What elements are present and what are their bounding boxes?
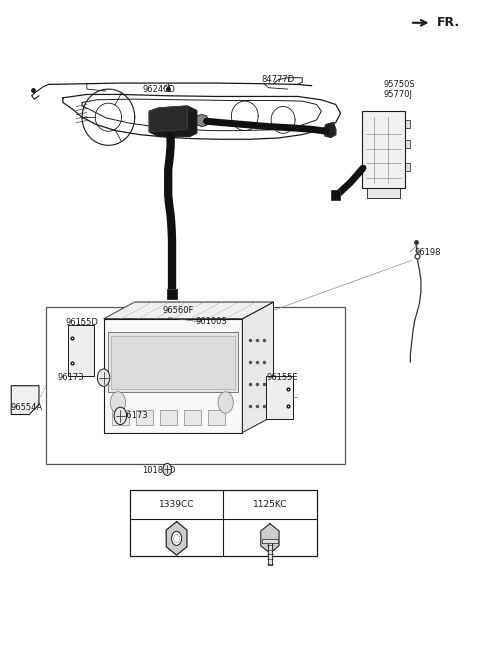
Bar xyxy=(362,111,405,188)
Bar xyxy=(405,164,410,172)
Bar xyxy=(136,410,153,425)
Polygon shape xyxy=(324,123,336,138)
Bar xyxy=(184,410,201,425)
Bar xyxy=(405,120,410,128)
Bar xyxy=(262,539,277,543)
Bar xyxy=(111,336,235,389)
Bar xyxy=(104,319,242,433)
Text: 96240D: 96240D xyxy=(142,85,175,94)
Text: 1018AD: 1018AD xyxy=(142,466,175,475)
Polygon shape xyxy=(11,386,39,415)
Text: FR.: FR. xyxy=(437,16,460,30)
Bar xyxy=(160,410,177,425)
Text: 1125KC: 1125KC xyxy=(252,500,287,509)
Circle shape xyxy=(110,392,126,413)
Text: 95770J: 95770J xyxy=(384,90,413,99)
Polygon shape xyxy=(261,523,279,553)
Polygon shape xyxy=(149,106,197,137)
Polygon shape xyxy=(196,115,209,127)
Bar xyxy=(267,539,272,565)
Polygon shape xyxy=(242,302,274,433)
Text: 95750S: 95750S xyxy=(384,80,415,89)
Text: 96100S: 96100S xyxy=(195,317,227,326)
Polygon shape xyxy=(166,521,187,555)
Bar xyxy=(266,376,293,419)
Circle shape xyxy=(114,407,127,425)
Bar xyxy=(108,332,238,393)
Text: 96173: 96173 xyxy=(121,411,148,420)
Bar xyxy=(405,140,410,148)
Circle shape xyxy=(97,369,110,386)
Polygon shape xyxy=(104,302,274,319)
Bar xyxy=(46,307,345,464)
Bar xyxy=(208,410,225,425)
Circle shape xyxy=(163,464,171,476)
Text: 96155E: 96155E xyxy=(267,372,299,382)
Text: 96173: 96173 xyxy=(58,373,84,382)
Bar xyxy=(367,186,400,198)
Bar xyxy=(167,289,177,299)
Circle shape xyxy=(171,531,181,546)
Text: 84777D: 84777D xyxy=(262,75,295,84)
Bar xyxy=(112,410,129,425)
Text: 96198: 96198 xyxy=(415,248,441,257)
Text: 1339CC: 1339CC xyxy=(159,500,194,509)
Bar xyxy=(331,189,339,199)
Polygon shape xyxy=(149,106,187,132)
Text: 96560F: 96560F xyxy=(162,305,193,315)
Bar xyxy=(68,325,94,376)
Text: 96155D: 96155D xyxy=(65,318,98,327)
Bar xyxy=(130,490,317,556)
Circle shape xyxy=(218,392,233,413)
Text: 96554A: 96554A xyxy=(10,403,42,412)
